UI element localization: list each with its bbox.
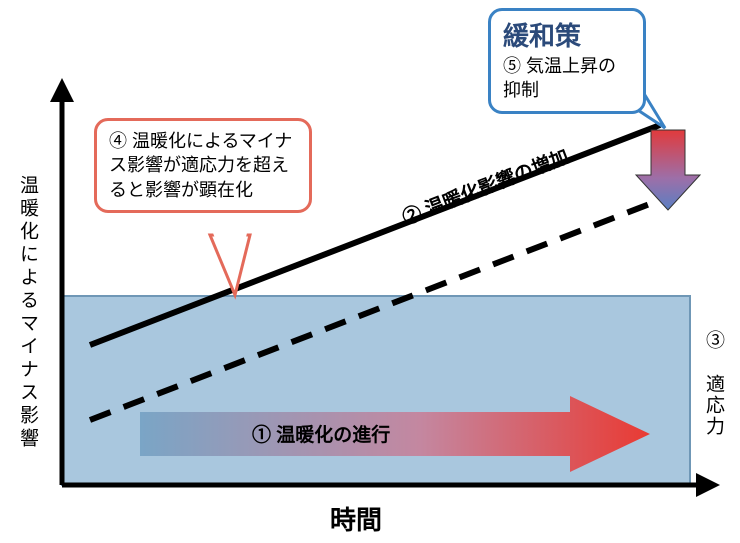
mitigation-arrow — [636, 130, 700, 210]
y-axis-arrowhead — [50, 78, 74, 102]
diagram-canvas: 温暖化によるマイナス影響 — [0, 0, 740, 543]
x-axis-arrowhead — [696, 473, 720, 497]
progress-arrow-label: ① 温暖化の進行 — [252, 420, 390, 447]
impact-callout-body: ④ 温暖化によるマイナス影響が適応力を超えると影響が顕在化 — [109, 131, 292, 200]
mitigation-callout-body: ⑤ 気温上昇の抑制 — [503, 54, 631, 103]
impact-callout: ④ 温暖化によるマイナス影響が適応力を超えると影響が顕在化 — [94, 118, 312, 213]
x-axis-label: 時間 — [330, 500, 382, 537]
mitigation-callout: 緩和策 ⑤ 気温上昇の抑制 — [488, 8, 646, 114]
right-side-label: ③ 適応力 — [700, 330, 727, 437]
mitigation-callout-title: 緩和策 — [503, 19, 631, 54]
